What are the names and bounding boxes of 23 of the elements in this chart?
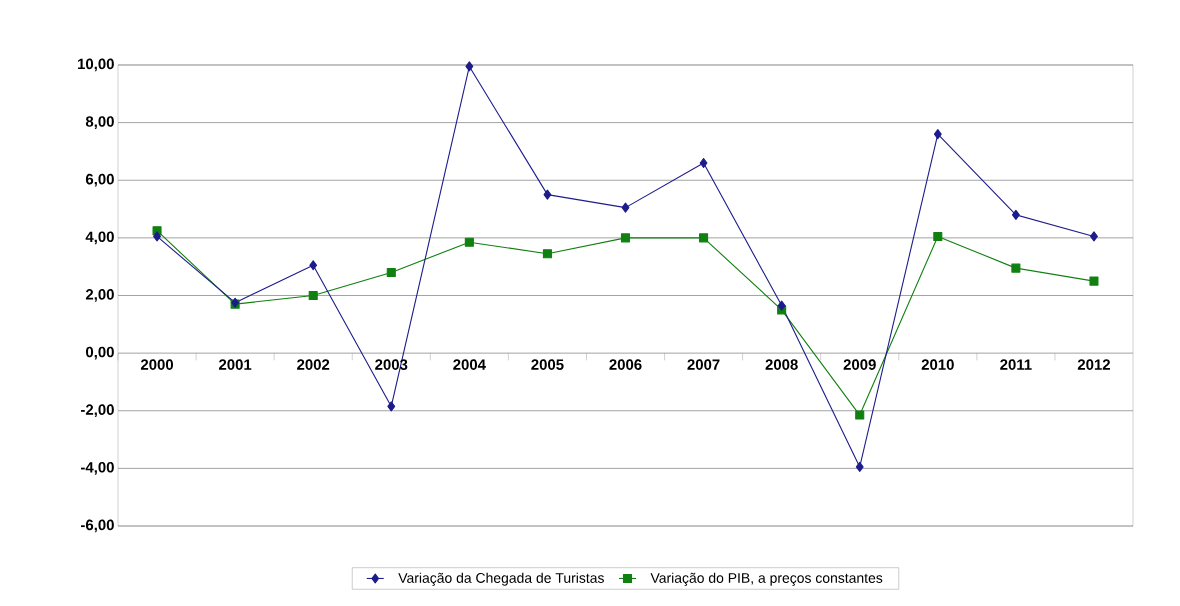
x-tick-label: 2005 <box>531 359 564 370</box>
y-tick-label: -4,00 <box>81 462 114 475</box>
x-tick-label: 2001 <box>219 359 252 370</box>
x-tick-label: 2004 <box>453 359 486 370</box>
y-tick-label: 8,00 <box>85 116 114 129</box>
x-tick-label: 2002 <box>297 359 330 370</box>
x-tick-label: 2009 <box>843 359 876 370</box>
y-tick-label: 10,00 <box>78 58 114 72</box>
legend-label: Variação do PIB, a preços constantes <box>650 572 883 586</box>
x-tick-label: 2007 <box>687 359 720 370</box>
x-tick-label: 2011 <box>1000 359 1032 370</box>
y-tick-label: 6,00 <box>85 173 114 187</box>
x-tick-label: 2006 <box>609 359 642 370</box>
x-tick-label: 2000 <box>140 359 174 370</box>
x-tick-label: 2012 <box>1077 359 1110 370</box>
y-tick-label: -2,00 <box>81 404 114 418</box>
y-tick-label: 2,00 <box>85 289 114 302</box>
y-tick-label: 4,00 <box>85 231 114 245</box>
y-tick-label: -6,00 <box>81 519 114 533</box>
legend-label: Variação da Chegada de Turistas <box>398 572 604 586</box>
y-tick-label: 0,00 <box>85 346 114 360</box>
x-tick-label: 2008 <box>765 359 798 370</box>
x-tick-label: 2010 <box>921 359 954 370</box>
